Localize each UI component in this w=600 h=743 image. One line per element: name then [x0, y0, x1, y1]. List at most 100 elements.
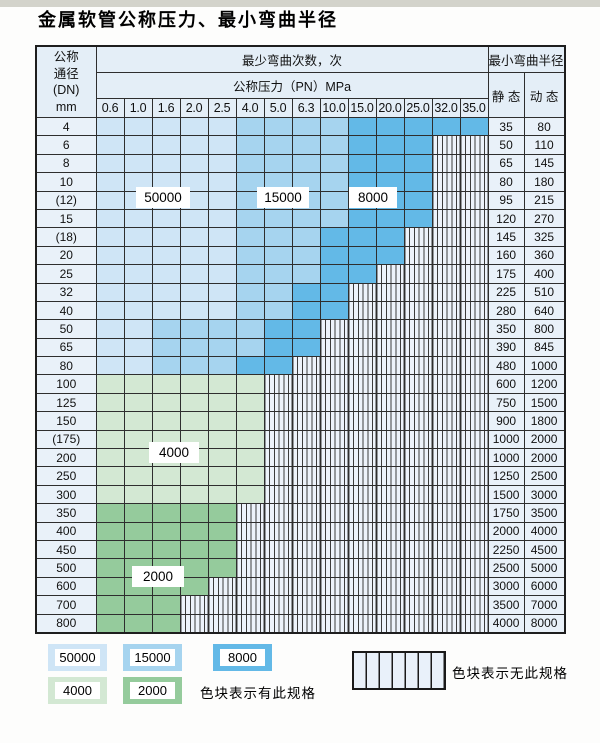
cycles-cell-50000 [151, 116, 181, 137]
no-spec-cell [431, 356, 461, 376]
no-spec-cell [403, 337, 433, 358]
cycles-cell-8000 [235, 356, 265, 376]
no-spec-cell [459, 227, 489, 247]
no-spec-cell [319, 503, 349, 523]
no-spec-cell [459, 576, 489, 597]
pressure-column-header: 15.0 [347, 98, 377, 118]
no-spec-cell [263, 392, 293, 413]
no-spec-cell [319, 576, 349, 597]
cycles-cell-4000 [179, 411, 209, 431]
dynamic-radius-cell: 640 [523, 300, 566, 321]
cycles-cell-4000 [123, 448, 153, 468]
legend-swatch-label: 4000 [55, 682, 100, 699]
cycles-cell-15000 [263, 153, 293, 174]
no-spec-cell [431, 190, 461, 210]
legend-swatch-4000: 4000 [48, 677, 107, 704]
dynamic-radius-cell: 2000 [523, 429, 566, 450]
cycles-cell-15000 [207, 337, 237, 358]
table-row: 15 120 270 [35, 208, 566, 229]
no-spec-cell [291, 448, 321, 468]
dynamic-radius-cell: 1800 [523, 411, 566, 431]
table-row: 250 1250 2500 [35, 466, 566, 486]
cycles-cell-4000 [235, 484, 265, 505]
cycles-cell-8000 [403, 135, 433, 155]
no-spec-cell [235, 521, 265, 541]
cycles-cell-50000 [207, 282, 237, 302]
no-spec-cell [459, 337, 489, 358]
no-spec-cell [375, 356, 405, 376]
no-spec-cell [291, 374, 321, 394]
dynamic-radius-cell: 325 [523, 227, 566, 247]
cycles-cell-15000 [151, 319, 181, 339]
cycles-cell-8000 [375, 208, 405, 229]
cycles-cell-15000 [179, 337, 209, 358]
no-spec-cell [291, 521, 321, 541]
page-title: 金属软管公称压力、最小弯曲半径 [38, 10, 338, 30]
no-spec-cell [431, 448, 461, 468]
no-spec-cell [319, 392, 349, 413]
legend-has-spec-note: 色块表示有此规格 [200, 686, 316, 701]
cycles-cell-8000 [347, 245, 377, 266]
no-spec-cell [291, 411, 321, 431]
cycles-cell-4000 [235, 448, 265, 468]
no-spec-cell [403, 264, 433, 284]
static-radius-cell: 480 [487, 356, 525, 376]
cycles-cell-50000 [123, 319, 153, 339]
dn-cell: 350 [35, 503, 97, 523]
cycles-cell-50000 [95, 337, 125, 358]
no-spec-cell [375, 558, 405, 578]
no-spec-cell [263, 539, 293, 560]
table-row: 200 1000 2000 [35, 448, 566, 468]
pressure-column-header: 5.0 [263, 98, 293, 118]
cycles-cell-50000 [179, 116, 209, 137]
cycles-cell-4000 [207, 484, 237, 505]
cycles-cell-8000 [403, 153, 433, 174]
cycles-cell-4000 [95, 392, 125, 413]
cycles-cell-4000 [207, 466, 237, 486]
no-spec-cell [375, 448, 405, 468]
cycles-cell-50000 [151, 135, 181, 155]
cycles-cell-8000 [347, 208, 377, 229]
no-spec-cell [347, 282, 377, 302]
no-spec-cell [263, 613, 293, 634]
cycles-cell-15000 [235, 337, 265, 358]
cycles-cell-2000 [95, 595, 125, 615]
cycles-cell-8000 [403, 208, 433, 229]
no-spec-cell [263, 374, 293, 394]
static-radius-cell: 120 [487, 208, 525, 229]
legend-swatch-50000: 50000 [48, 644, 107, 671]
cycles-cell-50000 [151, 227, 181, 247]
cycles-cell-15000 [263, 282, 293, 302]
table-row: 125 750 1500 [35, 392, 566, 413]
no-spec-cell [319, 539, 349, 560]
cycles-cell-8000 [291, 300, 321, 321]
cycles-zone-label-50000: 50000 [136, 187, 190, 208]
dynamic-radius-cell: 145 [523, 153, 566, 174]
cycles-cell-50000 [95, 153, 125, 174]
cycles-cell-8000 [347, 264, 377, 284]
dynamic-radius-cell: 80 [523, 116, 566, 137]
no-spec-cell [459, 300, 489, 321]
dynamic-radius-cell: 2500 [523, 466, 566, 486]
no-spec-cell [459, 282, 489, 302]
dn-header-line: (DN) [53, 83, 80, 97]
no-spec-cell [319, 374, 349, 394]
dn-cell: 8 [35, 153, 97, 174]
no-spec-cell [347, 337, 377, 358]
no-spec-cell [431, 227, 461, 247]
dn-cell: (18) [35, 227, 97, 247]
legend-swatch-label: 15000 [130, 649, 175, 666]
table-row: 80 480 1000 [35, 356, 566, 376]
cycles-cell-50000 [123, 135, 153, 155]
cycles-cell-50000 [123, 300, 153, 321]
cycles-cell-8000 [263, 356, 293, 376]
no-spec-cell [431, 411, 461, 431]
pressure-column-header: 2.0 [179, 98, 209, 118]
no-spec-cell [459, 595, 489, 615]
no-spec-cell [375, 521, 405, 541]
static-radius-cell: 600 [487, 374, 525, 394]
dn-cell: 32 [35, 282, 97, 302]
no-spec-cell [403, 411, 433, 431]
cycles-cell-50000 [95, 356, 125, 376]
cycles-cell-2000 [179, 521, 209, 541]
